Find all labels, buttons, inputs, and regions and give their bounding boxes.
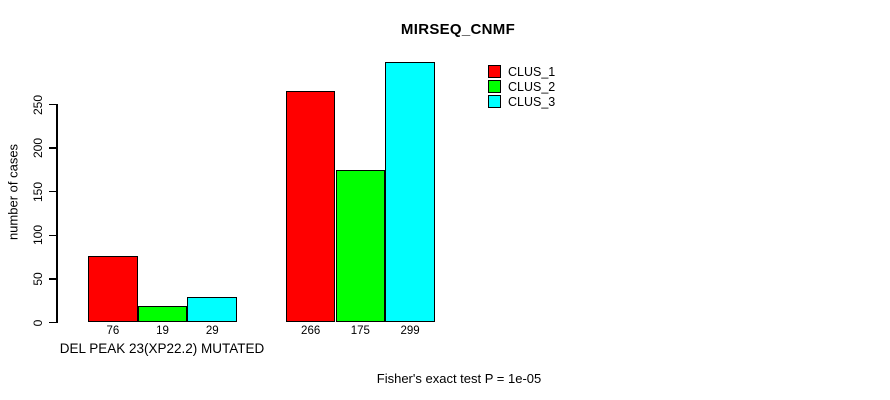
- y-tick-mark-100: [49, 234, 56, 237]
- bar-value-label-group-1-clus_1: 76: [106, 325, 120, 337]
- bar-value-label-group-2-clus_2: 175: [350, 325, 370, 337]
- bar-value-label-group-1-clus_3: 29: [205, 325, 219, 337]
- bar-group-2-clus_3: [385, 61, 435, 323]
- y-tick-label-250: 250: [31, 94, 45, 115]
- bar-group-1-clus_1: [88, 256, 138, 323]
- y-tick-mark-250: [49, 103, 56, 106]
- bar-value-label-group-1-clus_2: 19: [156, 325, 169, 337]
- y-tick-mark-150: [49, 190, 56, 193]
- legend: CLUS_1 CLUS_2 CLUS_3: [488, 64, 555, 109]
- y-axis-line: [56, 104, 58, 323]
- bar-value-label-group-2-clus_1: 266: [301, 325, 321, 337]
- footnote-pvalue: Fisher's exact test P = 1e-05: [376, 371, 542, 386]
- y-tick-label-200: 200: [31, 138, 45, 159]
- legend-label-clus_2: CLUS_2: [508, 79, 556, 94]
- y-tick-label-150: 150: [31, 181, 45, 202]
- legend-label-clus_1: CLUS_1: [508, 64, 556, 79]
- bar-group-2-clus_2: [335, 169, 386, 323]
- bar-value-label-group-2-clus_3: 299: [400, 325, 420, 337]
- y-tick-mark-200: [49, 147, 56, 149]
- y-axis-label: number of cases: [5, 143, 21, 241]
- legend-swatch-clus_3: [488, 95, 501, 108]
- legend-label-clus_3: CLUS_3: [508, 94, 556, 109]
- y-tick-mark-50: [49, 278, 56, 280]
- bar-group-2-clus_1: [285, 90, 336, 323]
- legend-row-clus_1: CLUS_1: [488, 64, 555, 79]
- x-axis-label: DEL PEAK 23(XP22.2) MUTATED: [59, 341, 265, 356]
- legend-swatch-clus_2: [488, 80, 501, 93]
- y-tick-label-100: 100: [31, 225, 45, 246]
- chart-title: MIRSEQ_CNMF: [400, 21, 516, 38]
- y-tick-label-0: 0: [31, 319, 45, 326]
- bar-group-1-clus_3: [187, 297, 238, 323]
- bar-group-1-clus_2: [137, 305, 188, 323]
- y-tick-mark-0: [49, 321, 56, 324]
- legend-row-clus_3: CLUS_3: [488, 94, 555, 109]
- legend-row-clus_2: CLUS_2: [488, 79, 555, 94]
- legend-swatch-clus_1: [488, 65, 501, 78]
- y-tick-label-50: 50: [31, 272, 45, 286]
